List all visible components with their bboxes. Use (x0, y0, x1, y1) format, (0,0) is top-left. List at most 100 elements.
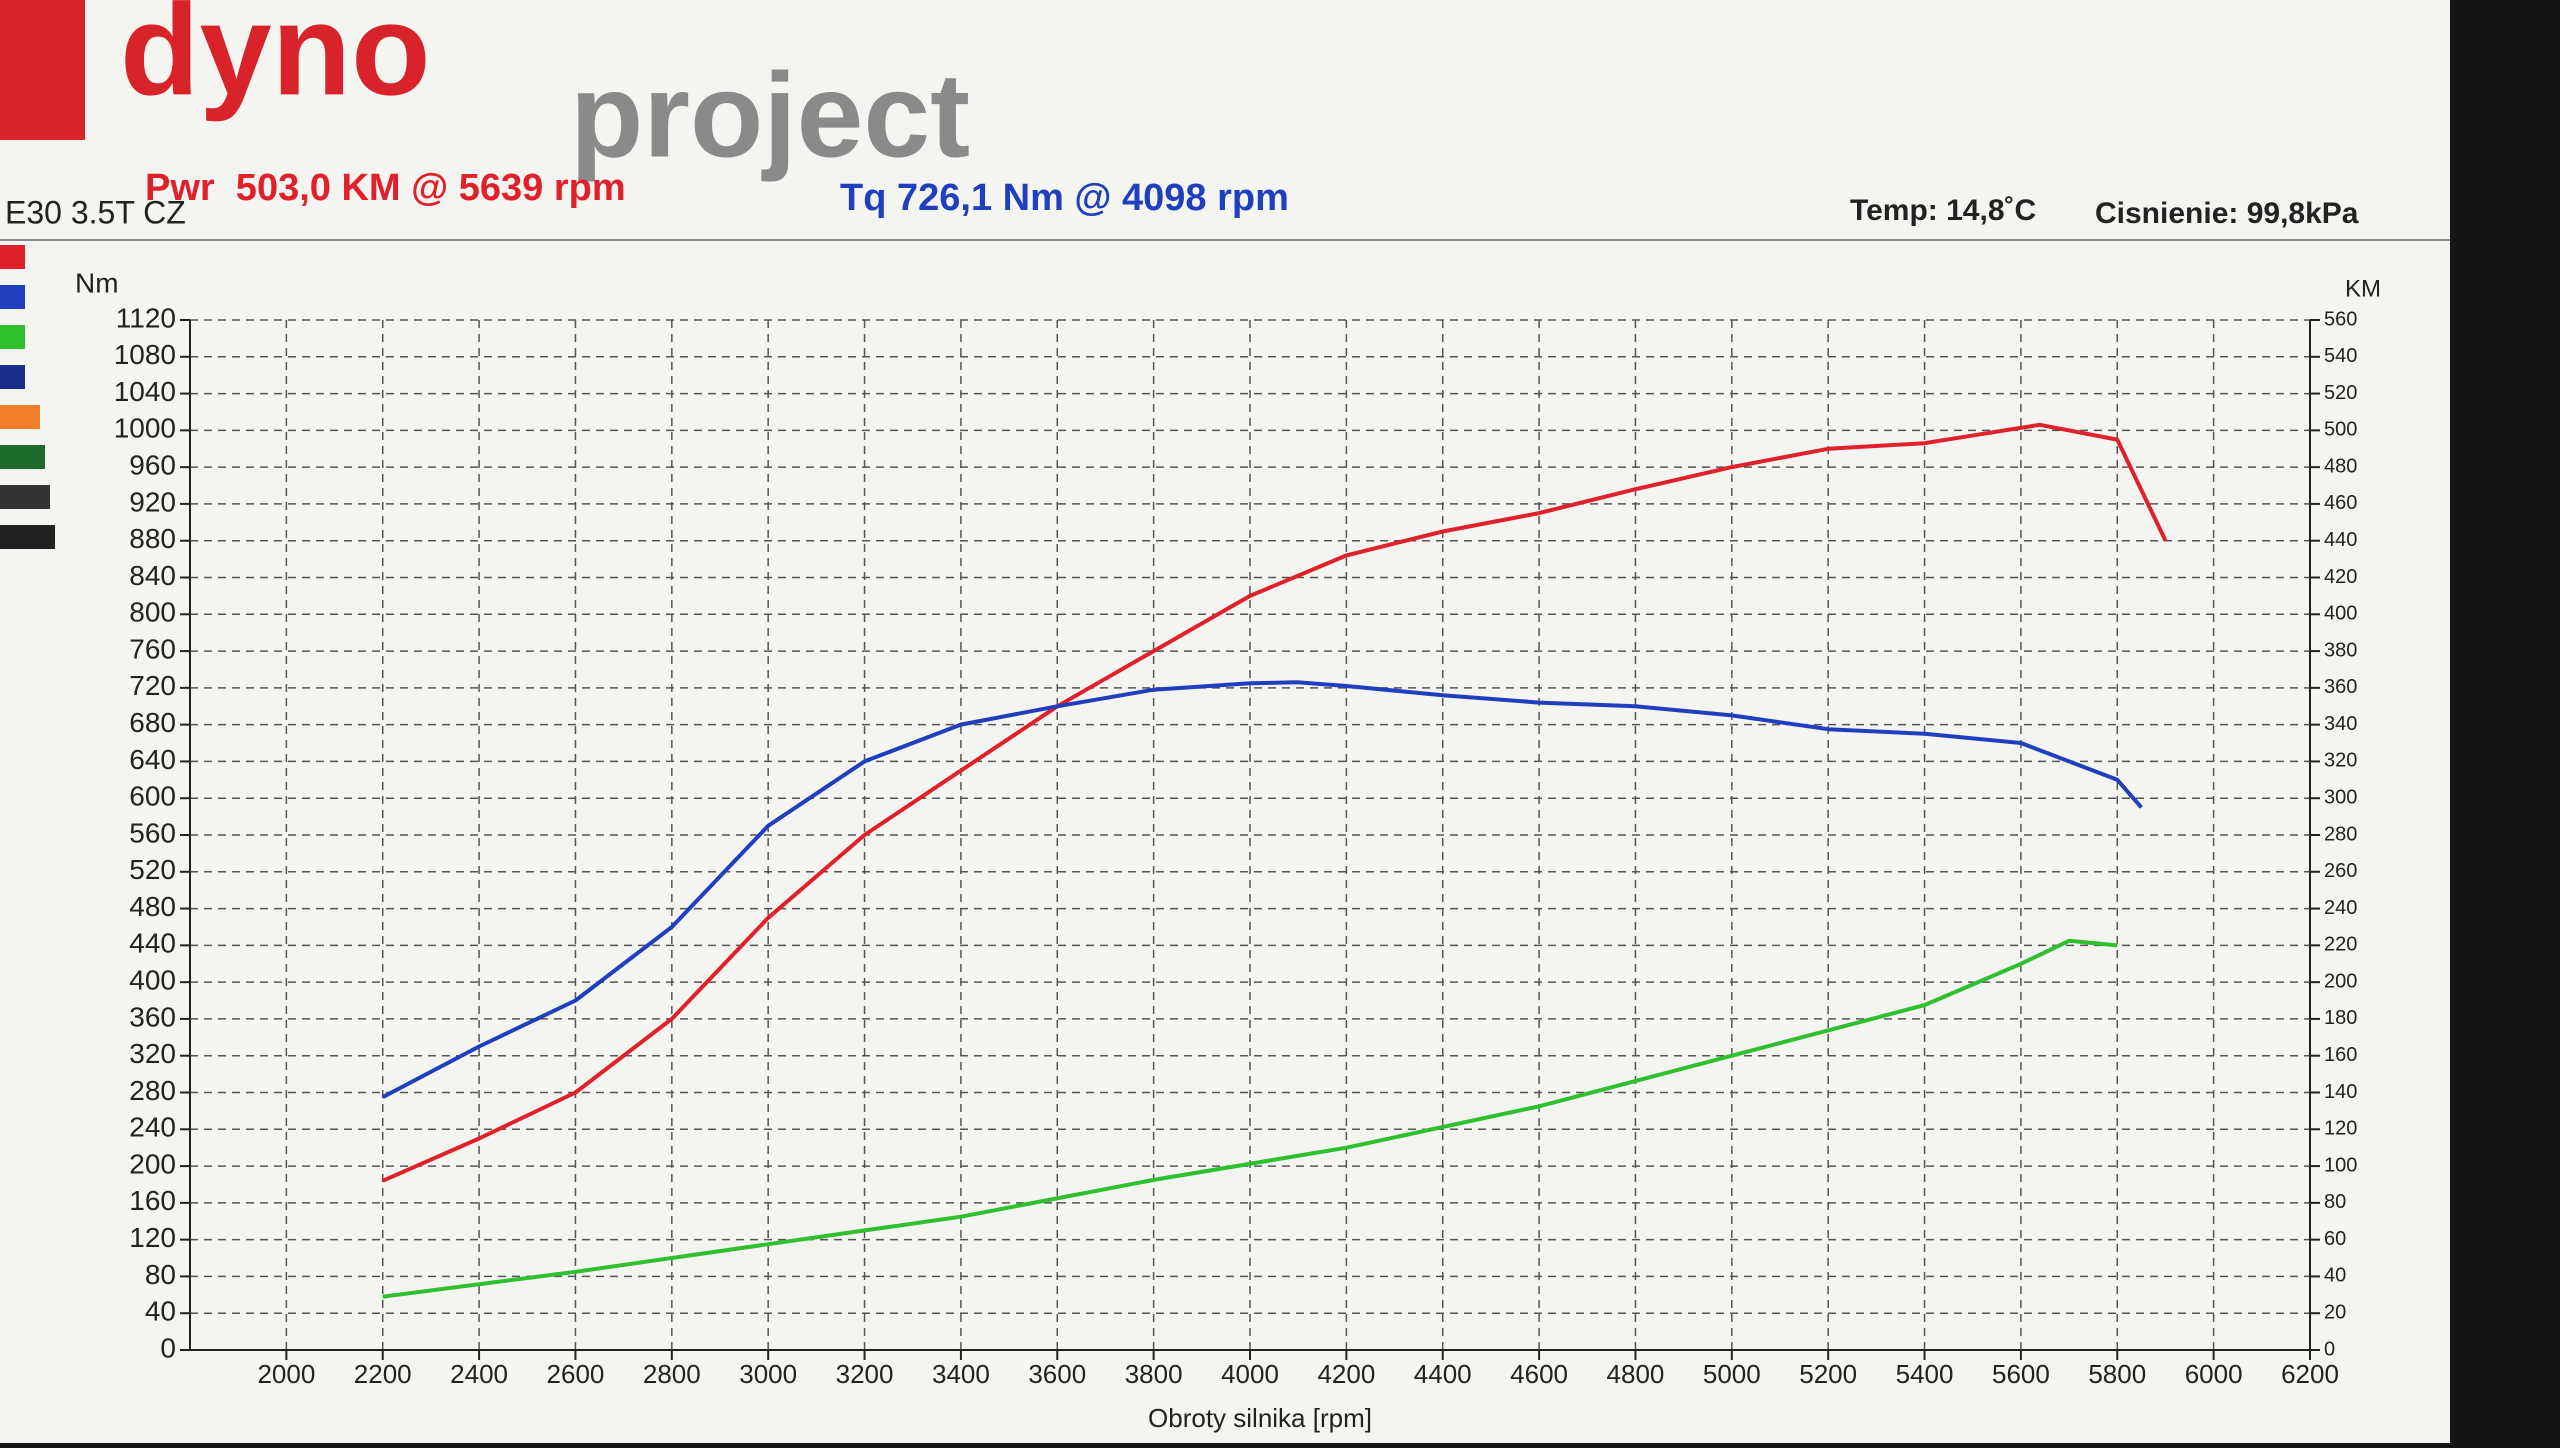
swatch (0, 285, 25, 309)
y2-tick-label: 380 (2324, 639, 2357, 661)
y2-tick-label: 80 (2324, 1191, 2346, 1213)
y2-tick-label: 420 (2324, 566, 2357, 588)
y2-tick-label: 140 (2324, 1081, 2357, 1103)
y2-tick-label: 500 (2324, 419, 2357, 441)
y-tick-label: 240 (129, 1112, 176, 1143)
y2-tick-label: 160 (2324, 1044, 2357, 1066)
x-tick-label: 5600 (1992, 1359, 2050, 1389)
y2-tick-label: 560 (2324, 308, 2357, 330)
x-tick-label: 5200 (1799, 1359, 1857, 1389)
y-tick-label: 320 (129, 1038, 176, 1069)
y-tick-label: 560 (129, 817, 176, 848)
y2-tick-label: 100 (2324, 1154, 2357, 1176)
y2-tick-label: 20 (2324, 1301, 2346, 1323)
y2-tick-label: 520 (2324, 382, 2357, 404)
swatch (0, 485, 50, 509)
y2-tick-label: 440 (2324, 529, 2357, 551)
swatch (0, 325, 25, 349)
series-line (381, 680, 2143, 1099)
legend-swatches (0, 245, 55, 549)
y-tick-label: 880 (129, 523, 176, 554)
swatch (0, 365, 25, 389)
y2-tick-label: 40 (2324, 1265, 2346, 1287)
x-tick-label: 2600 (547, 1359, 605, 1389)
y2-tick-label: 300 (2324, 786, 2357, 808)
swatch (0, 525, 55, 549)
torque-summary: Tq 726,1 Nm @ 4098 rpm (840, 177, 1289, 219)
y-tick-label: 440 (129, 928, 176, 959)
y-tick-label: 0 (160, 1332, 176, 1363)
y-tick-label: 720 (129, 670, 176, 701)
temperature: Temp: 14,8˚C (1850, 194, 2036, 227)
y-axis-label: Nm (75, 267, 119, 298)
x-tick-label: 3600 (1028, 1359, 1086, 1389)
x-tick-label: 5000 (1703, 1359, 1761, 1389)
logo-dyno: dyno (120, 0, 431, 122)
y-tick-label: 760 (129, 633, 176, 664)
pressure: Cisnienie: 99,8kPa (2095, 197, 2359, 230)
y-tick-label: 1000 (114, 413, 176, 444)
logo-project: project (570, 49, 970, 183)
y-tick-label: 280 (129, 1075, 176, 1106)
x-tick-label: 3800 (1125, 1359, 1183, 1389)
y2-tick-label: 320 (2324, 750, 2357, 772)
swatch (0, 245, 25, 269)
y2-tick-label: 260 (2324, 860, 2357, 882)
y-tick-label: 680 (129, 707, 176, 738)
x-tick-label: 6000 (2185, 1359, 2243, 1389)
x-tick-label: 3000 (739, 1359, 797, 1389)
y-tick-label: 800 (129, 597, 176, 628)
power-summary: Pwr 503,0 KM @ 5639 rpm (145, 167, 626, 209)
y-tick-label: 600 (129, 781, 176, 812)
swatch (0, 445, 45, 469)
y-tick-label: 840 (129, 560, 176, 591)
y2-tick-label: 240 (2324, 897, 2357, 919)
y-tick-label: 120 (129, 1222, 176, 1253)
x-tick-label: 5400 (1896, 1359, 1954, 1389)
x-axis-label: Obroty silnika [rpm] (1148, 1403, 1372, 1433)
x-tick-label: 2200 (354, 1359, 412, 1389)
series-line (382, 938, 2118, 1299)
x-tick-label: 5800 (2088, 1359, 2146, 1389)
series-line (381, 422, 2168, 1183)
y-tick-label: 1040 (114, 376, 176, 407)
y2-tick-label: 280 (2324, 823, 2357, 845)
x-tick-label: 3400 (932, 1359, 990, 1389)
swatch (0, 405, 40, 429)
x-tick-label: 4800 (1607, 1359, 1665, 1389)
vehicle-name: E30 3.5T CZ (5, 194, 186, 230)
y2-tick-label: 400 (2324, 603, 2357, 625)
x-tick-label: 2400 (450, 1359, 508, 1389)
y2-axis-label: KM (2345, 275, 2381, 302)
y2-tick-label: 120 (2324, 1118, 2357, 1140)
x-tick-label: 4400 (1414, 1359, 1472, 1389)
logo-mark (0, 0, 85, 140)
x-tick-label: 2000 (257, 1359, 315, 1389)
y-tick-label: 920 (129, 486, 176, 517)
y2-tick-label: 360 (2324, 676, 2357, 698)
y2-tick-label: 200 (2324, 970, 2357, 992)
y-tick-label: 520 (129, 854, 176, 885)
y2-tick-label: 220 (2324, 934, 2357, 956)
y-tick-label: 1120 (116, 302, 176, 333)
y2-tick-label: 540 (2324, 345, 2357, 367)
y-tick-label: 360 (129, 1001, 176, 1032)
y-tick-label: 40 (145, 1296, 176, 1327)
y-tick-label: 960 (129, 450, 176, 481)
x-tick-label: 3200 (836, 1359, 894, 1389)
x-tick-label: 4600 (1510, 1359, 1568, 1389)
y2-tick-label: 480 (2324, 455, 2357, 477)
y-tick-label: 640 (129, 744, 176, 775)
y-tick-label: 160 (129, 1185, 176, 1216)
y-tick-label: 200 (129, 1148, 176, 1179)
x-tick-label: 2800 (643, 1359, 701, 1389)
y2-tick-label: 0 (2324, 1338, 2335, 1360)
x-tick-label: 4200 (1317, 1359, 1375, 1389)
y-tick-label: 80 (145, 1259, 176, 1290)
y-tick-label: 400 (129, 965, 176, 996)
x-tick-label: 4000 (1221, 1359, 1279, 1389)
y2-tick-label: 60 (2324, 1228, 2346, 1250)
y2-tick-label: 460 (2324, 492, 2357, 514)
y2-tick-label: 180 (2324, 1007, 2357, 1029)
